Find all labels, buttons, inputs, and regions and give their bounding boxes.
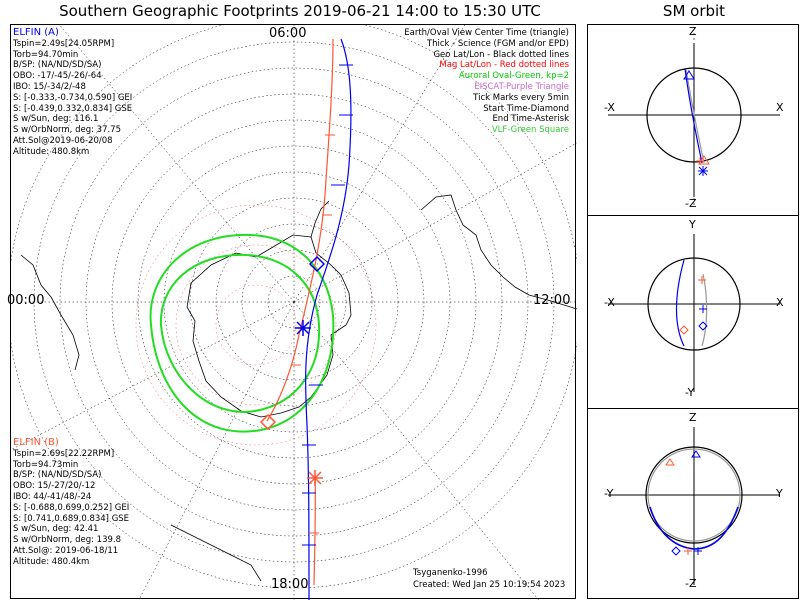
polar-map-svg (11, 25, 577, 600)
legend-entry: Earth/Oval View Center Time (triangle) (404, 28, 569, 38)
elfin-a-line: B/SP: (NA/ND/SD/SA) (13, 60, 102, 71)
elfin-b-line: Torb=94.73min (13, 459, 79, 470)
sm-xy-right: X (776, 296, 784, 309)
sm-orbit-title: SM orbit (662, 2, 726, 20)
elfin-b-track (266, 38, 334, 422)
time-label-bottom: 18:00 (271, 577, 309, 592)
sm-xz-bottom: -Z (685, 197, 697, 210)
elfin-b-name: ELFIN (B) (13, 437, 59, 448)
time-label-left: 00:00 (7, 293, 45, 308)
elfin-b-line: OBO: 15/-27/20/-12 (13, 481, 96, 492)
elfin-a-name: ELFIN (A) (13, 27, 59, 38)
sm-panel-xz: Z -Z -X X (587, 24, 799, 216)
legend-entry: Mag Lat/Lon - Red dotted lines (439, 60, 569, 71)
legend-entry: End Time-Asterisk (492, 114, 569, 125)
track-ticks-b (291, 134, 335, 534)
auroral-oval-outer (149, 233, 335, 433)
sm-xz-right: X (776, 101, 784, 114)
elfin-b-line: S: [0.741,0.689,0.834] GSE (13, 513, 130, 524)
elfin-b-line: Tspin=2.69s[22.22RPM] (13, 448, 115, 459)
elfin-a-line: OBO: -17/-45/-26/-64 (13, 71, 102, 82)
elfin-a-line: S w/OrbNorm, deg: 37.75 (13, 125, 122, 136)
elfin-a-line: Altitude: 480.8km (13, 146, 90, 157)
sm-xz-left: -X (604, 101, 615, 114)
sm-xy-left: -X (604, 296, 615, 309)
geo-lon-lines (11, 25, 577, 600)
antarctica-coastline (186, 234, 352, 418)
elfin-a-start-diamond (308, 255, 326, 273)
elfin-a-line: Att.Sol@2019-06-20/08 (13, 135, 113, 146)
elfin-b-line: Altitude: 480.4km (13, 556, 90, 567)
legend-entry: EISCAT-Purple Triangle (474, 81, 569, 92)
elfin-b-line: IBO: 44/-41/48/-24 (13, 491, 92, 502)
sm-panel-xy: Y -Y -X X (587, 215, 799, 409)
elfin-a-line: S: [-0.439,0.332,0.834] GSE (13, 103, 133, 114)
mag-lat-circles (135, 204, 377, 446)
time-label-top: 06:00 (269, 26, 307, 41)
model-label: Tsyganenko-1996 (413, 568, 488, 578)
elfin-b-line: S: [-0.688,0.699,0.252] GEI (13, 502, 130, 513)
auroral-oval-inner (159, 253, 321, 413)
legend-entry: Tick Marks every 5min (473, 92, 569, 103)
elfin-a-end-asterisk (295, 320, 311, 336)
legend-entry: Start Time-Diamond (483, 103, 569, 114)
legend-entry: Thick - Science (FGM and/or EPD) (426, 38, 569, 49)
legend-entry: Auroral Oval-Green, kp=2 (458, 71, 569, 82)
south-america-coastline (420, 194, 577, 310)
sm-yz-bottom: -Z (685, 577, 697, 590)
elfin-b-info: ELFIN (B) Tspin=2.69s[22.22RPM] Torb=94.… (13, 437, 130, 568)
map-legend: Earth/Oval View Center Time (triangle) T… (404, 28, 569, 136)
sm-xy-top: Y (689, 218, 696, 231)
legend-entry: Geo Lat/Lon - Black dotted lines (433, 49, 569, 60)
elfin-b-line: S w/Sun, deg: 42.41 (13, 524, 99, 535)
sm-panel-yz: Z -Z -Y Y (587, 408, 799, 599)
australia-coastline (170, 524, 262, 582)
sm-xz-top: Z (689, 25, 697, 38)
footprint-map: 06:00 00:00 12:00 18:00 ELFIN (A) Tspin=… (7, 24, 577, 600)
elfin-a-track (304, 38, 352, 600)
sm-yz-top: Z (689, 411, 697, 424)
elfin-b-start-diamond (259, 413, 277, 431)
sm-yz-left: -Y (604, 487, 614, 500)
elfin-b-track-2 (313, 474, 317, 586)
africa-coastline (20, 254, 80, 371)
elfin-b-line: B/SP: (NA/ND/SD/SA) (13, 470, 102, 481)
elfin-a-line: S w/Sun, deg: 116.1 (13, 114, 99, 125)
elfin-b-line: S w/OrbNorm, deg: 139.8 (13, 535, 122, 546)
sm-xy-bottom: -Y (685, 386, 695, 399)
sm-yz-right: Y (776, 487, 783, 500)
plot-title: Southern Geographic Footprints 2019-06-2… (59, 2, 541, 20)
elfin-a-line: Tspin=2.49s[24.05RPM] (13, 38, 115, 49)
time-label-right: 12:00 (533, 293, 571, 308)
created-label: Created: Wed Jan 25 10:19:54 2023 (413, 580, 566, 590)
antarctic-peninsula (310, 200, 330, 238)
sm-xz-svg (608, 33, 780, 207)
elfin-a-info: ELFIN (A) Tspin=2.49s[24.05RPM] Torb=94.… (13, 27, 133, 158)
sm-yz-svg (608, 427, 780, 585)
elfin-a-line: S: [-0.333,-0.734,0.590] GEI (13, 92, 133, 103)
elfin-a-line: IBO: 15/-34/2/-48 (13, 81, 86, 92)
elfin-b-end-asterisk (307, 470, 323, 486)
legend-entry: VLF-Green Square (491, 125, 569, 136)
elfin-a-line: Torb=94.70min (13, 49, 79, 60)
sm-xy-svg (608, 234, 780, 392)
track-ticks-a (302, 64, 353, 546)
elfin-b-line: Att.Sol@: 2019-06-18/11 (13, 545, 119, 556)
